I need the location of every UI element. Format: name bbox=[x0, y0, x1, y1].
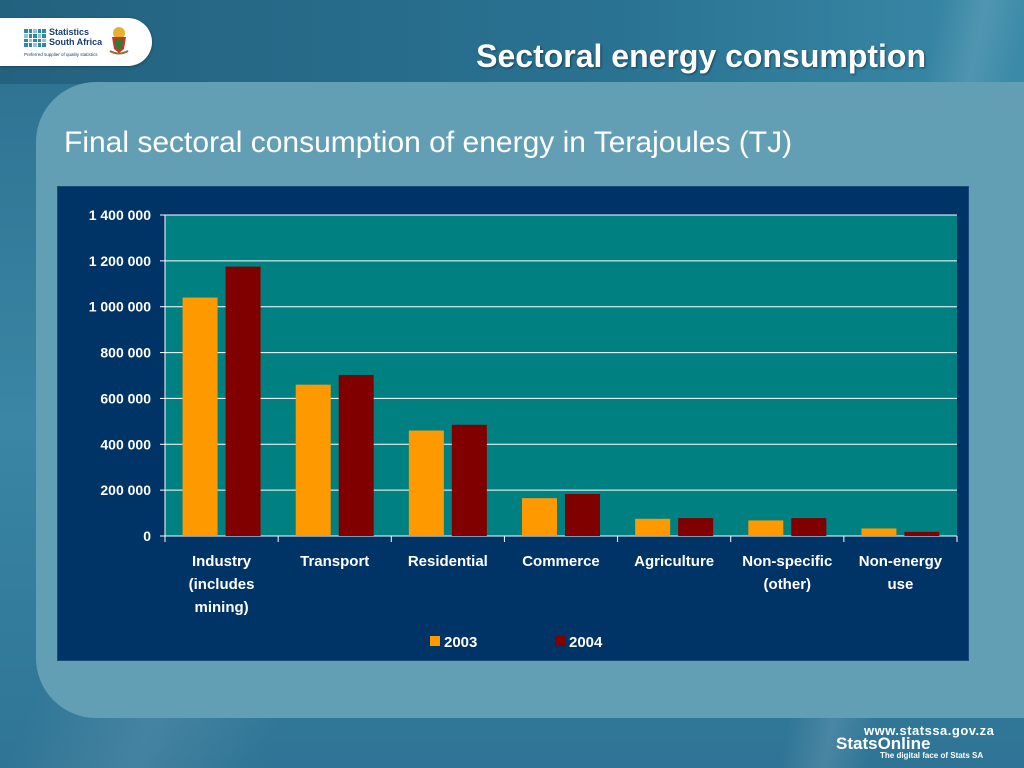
slide-subtitle: Final sectoral consumption of energy in … bbox=[64, 126, 793, 159]
y-tick-label: 1 400 000 bbox=[89, 207, 151, 223]
x-tick-label: Agriculture bbox=[634, 553, 714, 570]
bar-2004-4 bbox=[678, 518, 714, 536]
x-tick-label: (other) bbox=[764, 576, 812, 593]
x-tick-label: Non-energy bbox=[859, 553, 943, 570]
y-tick-label: 400 000 bbox=[100, 436, 151, 452]
header-strip bbox=[0, 0, 1024, 84]
bar-2003-2 bbox=[408, 430, 444, 536]
legend-label-2003: 2003 bbox=[444, 634, 477, 651]
y-tick-label: 0 bbox=[143, 528, 151, 544]
logo-line2: South Africa bbox=[49, 37, 103, 47]
logo-line1: Statistics bbox=[49, 27, 90, 37]
footer-url: www.statssa.gov.za bbox=[864, 723, 995, 738]
bar-2004-2 bbox=[451, 424, 487, 536]
x-tick-label: mining) bbox=[194, 599, 248, 616]
legend-swatch-2004 bbox=[555, 636, 565, 646]
x-tick-label: Non-specific bbox=[742, 553, 832, 570]
y-tick-label: 1 000 000 bbox=[89, 299, 151, 315]
legend-label-2004: 2004 bbox=[569, 634, 603, 651]
bar-2004-0 bbox=[225, 266, 261, 536]
bar-2004-6 bbox=[904, 531, 940, 536]
bar-2004-3 bbox=[565, 494, 600, 536]
x-tick-label: use bbox=[887, 576, 913, 593]
bar-2003-6 bbox=[861, 528, 897, 536]
y-tick-label: 800 000 bbox=[100, 345, 151, 361]
x-tick-label: Transport bbox=[300, 553, 369, 570]
legend-swatch-2003 bbox=[430, 636, 440, 646]
plot-area bbox=[165, 215, 957, 536]
logo-tagline: Preferred supplier of quality statistics bbox=[24, 52, 98, 57]
chart-canvas: 0 200 000 400 000 600 000 800 000 1 000 000 1 … bbox=[89, 207, 958, 651]
logo-name: Statistics South Africa bbox=[49, 27, 102, 47]
coat-of-arms-icon bbox=[109, 27, 129, 55]
bar-2003-0 bbox=[182, 297, 218, 536]
bar-chart: 0 200 000 400 000 600 000 800 000 1 000 000 1 … bbox=[57, 186, 969, 661]
grid-logo-icon bbox=[24, 29, 46, 47]
stats-sa-logo: Statistics South Africa Preferred suppli… bbox=[0, 18, 152, 66]
x-tick-label: Residential bbox=[408, 553, 488, 570]
footer-brand: StatsOnline bbox=[836, 734, 931, 753]
footer-tagline: The digital face of Stats SA bbox=[880, 751, 984, 760]
y-tick-label: 200 000 bbox=[100, 482, 151, 498]
bar-2003-1 bbox=[295, 384, 331, 536]
x-tick-label: Commerce bbox=[522, 553, 600, 570]
y-tick-label: 600 000 bbox=[100, 390, 151, 406]
y-tick-label: 1 200 000 bbox=[89, 253, 151, 269]
bar-2004-1 bbox=[338, 375, 374, 536]
bar-2003-5 bbox=[748, 520, 784, 536]
bar-2003-4 bbox=[635, 518, 671, 536]
x-tick-label: Industry bbox=[192, 553, 252, 570]
slide-title: Sectoral energy consumption bbox=[476, 38, 926, 74]
x-tick-label: (includes bbox=[189, 576, 255, 593]
bar-2004-5 bbox=[791, 518, 827, 536]
bar-2003-3 bbox=[522, 498, 557, 536]
